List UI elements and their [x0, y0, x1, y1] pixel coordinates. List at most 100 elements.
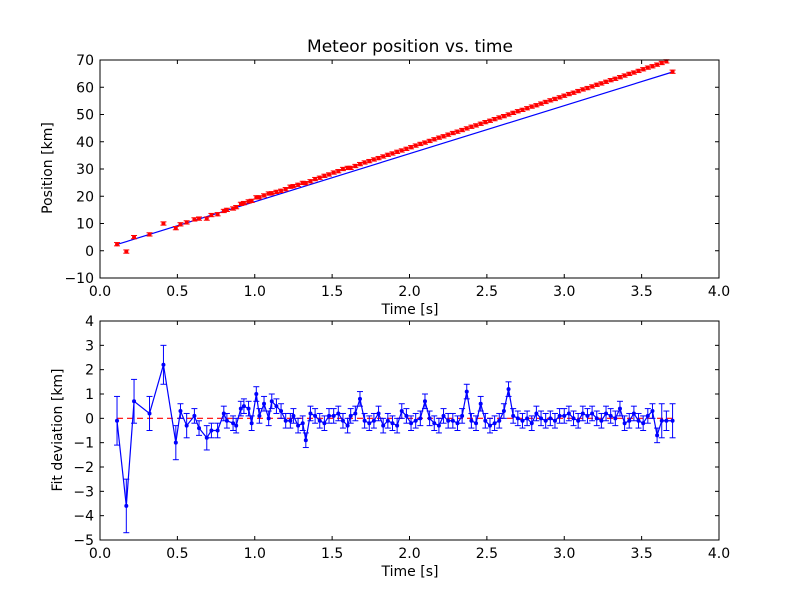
data-point: [231, 206, 236, 211]
y-tick-label: −3: [73, 484, 94, 500]
data-point: [650, 409, 655, 414]
deviation-chart: 0.0 0.5 1.0 1.5 2.0 2.5 3.0 3.5 4.0 −5 −4 −3 −2 −1 0 1 2…: [50, 314, 730, 580]
data-point: [539, 416, 544, 421]
data-point: [209, 213, 214, 218]
data-point: [390, 421, 395, 426]
data-point: [234, 423, 239, 428]
data-point: [497, 115, 502, 120]
data-point: [446, 418, 451, 423]
data-point: [613, 416, 618, 421]
data-point: [501, 114, 506, 119]
data-point: [269, 399, 274, 404]
data-point: [562, 93, 567, 98]
data-point: [283, 418, 288, 423]
data-point: [238, 406, 243, 411]
y-tick-label: 20: [76, 189, 94, 205]
data-point: [215, 212, 220, 217]
data-point: [322, 173, 327, 178]
data-point: [585, 413, 590, 418]
data-point: [184, 423, 189, 428]
x-tick-label: 2.0: [398, 284, 420, 300]
data-point: [622, 73, 627, 78]
data-point: [515, 416, 520, 421]
data-point: [204, 216, 209, 221]
data-point: [478, 401, 483, 406]
data-point: [249, 421, 254, 426]
chart-title: Meteor position vs. time: [307, 37, 513, 57]
data-point: [209, 428, 214, 433]
data-point: [224, 207, 229, 212]
data-point: [446, 132, 451, 137]
data-point: [300, 421, 305, 426]
data-point: [241, 201, 246, 206]
data-point: [262, 193, 267, 198]
data-point: [418, 141, 423, 146]
data-point: [357, 162, 362, 167]
data-point: [317, 175, 322, 180]
data-point: [511, 413, 516, 418]
data-point: [552, 418, 557, 423]
x-tick-label: 2.0: [398, 546, 420, 562]
data-point: [390, 151, 395, 156]
data-point: [492, 421, 497, 426]
data-point: [161, 221, 166, 226]
data-point: [274, 189, 279, 194]
data-point: [262, 401, 267, 406]
data-point: [460, 413, 465, 418]
data-point: [313, 177, 318, 182]
data-point: [525, 416, 530, 421]
data-point: [409, 421, 414, 426]
data-point: [257, 195, 262, 200]
x-tick-label: 0.0: [89, 546, 111, 562]
data-point: [645, 413, 650, 418]
data-point: [557, 413, 562, 418]
y-tick-label: 40: [76, 135, 94, 151]
data-point: [317, 418, 322, 423]
data-point: [231, 421, 236, 426]
data-point: [492, 117, 497, 122]
data-point: [367, 159, 372, 164]
data-point: [257, 413, 262, 418]
data-point: [308, 411, 313, 416]
data-point: [534, 411, 539, 416]
data-point: [291, 413, 296, 418]
data-point: [274, 404, 279, 409]
data-point: [525, 106, 530, 111]
data-point: [576, 418, 581, 423]
data-point: [147, 232, 152, 237]
data-point: [631, 70, 636, 75]
data-point: [399, 409, 404, 414]
data-point: [348, 165, 353, 170]
data-point: [395, 149, 400, 154]
y-tick-label: −1: [73, 436, 94, 452]
data-point: [381, 154, 386, 159]
data-point: [322, 421, 327, 426]
y-tick-label: −10: [64, 271, 94, 287]
data-point: [353, 164, 358, 169]
data-point: [197, 216, 202, 221]
data-point: [269, 191, 274, 196]
data-point: [399, 148, 404, 153]
data-point: [441, 134, 446, 139]
y-tick-label: 10: [76, 217, 94, 233]
data-point: [580, 411, 585, 416]
data-point: [413, 418, 418, 423]
data-point: [483, 418, 488, 423]
data-point: [357, 396, 362, 401]
data-point: [664, 418, 669, 423]
data-point: [385, 418, 390, 423]
data-point: [478, 121, 483, 126]
data-point: [659, 60, 664, 65]
data-point: [204, 435, 209, 440]
data-point: [576, 89, 581, 94]
data-point: [566, 411, 571, 416]
data-point: [427, 416, 432, 421]
y-tick-label: −4: [73, 509, 94, 525]
axes: 0.0 0.5 1.0 1.5 2.0 2.5 3.0 3.5 4.0 −10 0 10 20 30 40 5…: [64, 53, 730, 300]
y-tick-label: −2: [73, 460, 94, 476]
data-point: [474, 421, 479, 426]
data-point: [464, 126, 469, 131]
data-point: [224, 418, 229, 423]
data-point: [296, 182, 301, 187]
